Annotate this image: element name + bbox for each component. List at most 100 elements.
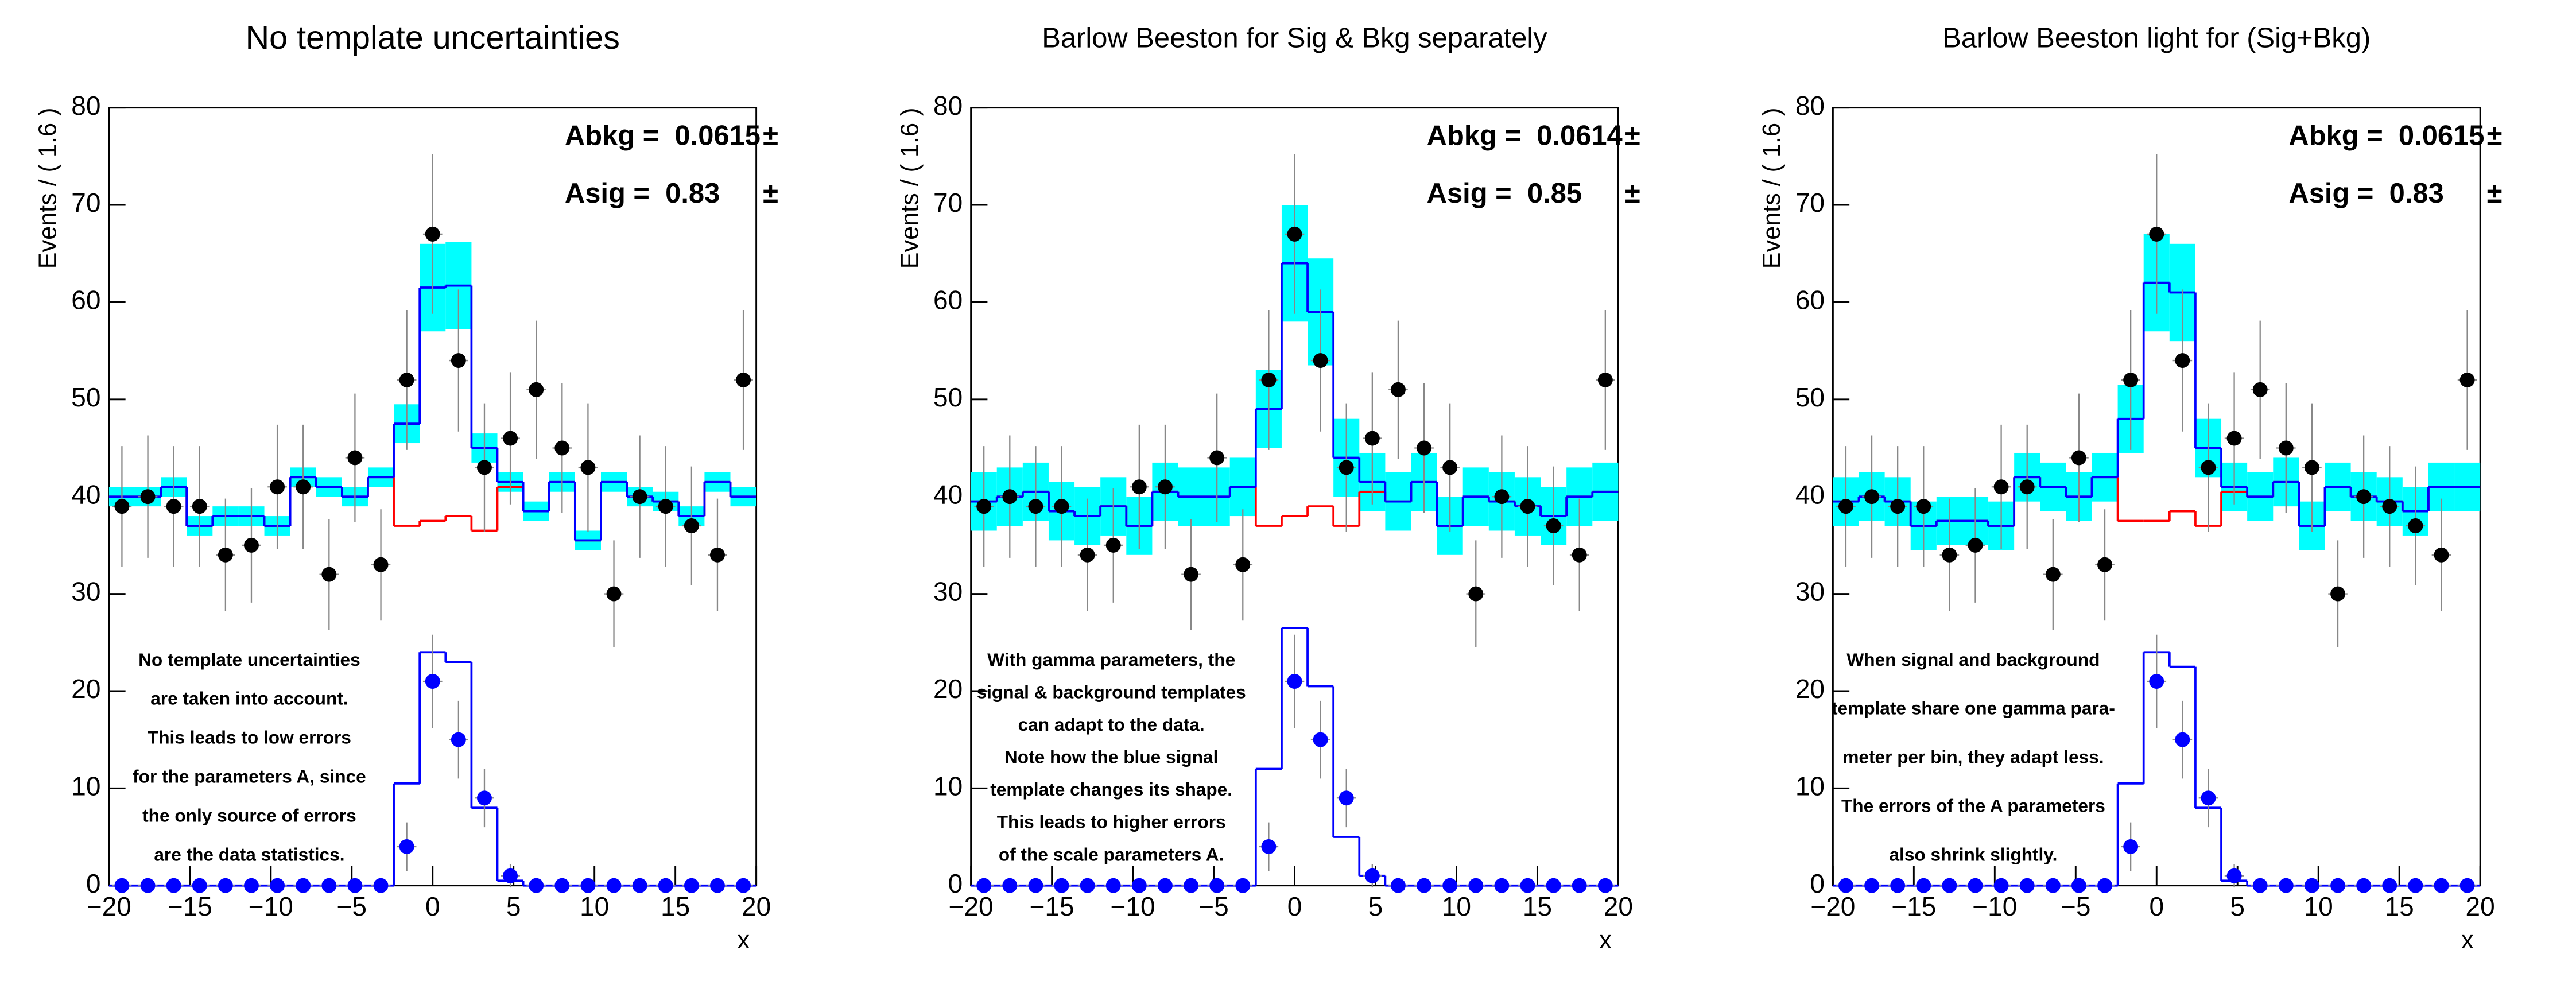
y-tick-label: 20 <box>933 674 963 704</box>
result-label: Abkg = 0.0614 <box>1427 120 1623 151</box>
signal-point <box>192 878 207 893</box>
y-tick-label: 20 <box>1795 674 1825 704</box>
panel: Barlow Beeston light for (Sig+Bkg) Events… <box>1758 23 2526 954</box>
data-point <box>1864 489 1879 505</box>
data-point <box>1054 499 1069 514</box>
y-tick-label: 60 <box>933 285 963 315</box>
signal-point <box>218 878 233 893</box>
signal-point <box>270 878 285 893</box>
chart-title: No template uncertainties <box>246 20 620 56</box>
x-tick-label: 15 <box>2385 891 2414 921</box>
signal-point <box>1002 878 1018 893</box>
signal-point <box>321 878 337 893</box>
data-point <box>2356 489 2372 505</box>
data-point <box>1364 431 1380 446</box>
x-tick-label: 15 <box>1523 891 1552 921</box>
data-point <box>710 547 725 563</box>
signal-point <box>1184 878 1199 893</box>
data-point <box>140 489 156 505</box>
x-tick-label: −20 <box>949 891 994 921</box>
signal-point <box>1546 878 1561 893</box>
data-point <box>2408 518 2423 533</box>
note: meter per bin, they adapt less. <box>1842 747 2104 767</box>
data-point <box>166 499 181 514</box>
signal-point <box>1080 878 1095 893</box>
data-point <box>218 547 233 563</box>
data-point <box>1002 489 1018 505</box>
y-axis-label: Events / ( 1.6 ) <box>34 108 62 269</box>
data-point <box>1209 450 1225 466</box>
signal-point <box>2382 878 2397 893</box>
result-label: Abkg = 0.0615 <box>2288 120 2484 151</box>
signal-point <box>1572 878 1587 893</box>
signal-point <box>2071 878 2086 893</box>
signal-point <box>1968 878 1983 893</box>
data-point <box>1287 226 1302 242</box>
signal-point <box>2304 878 2319 893</box>
x-tick-label: −15 <box>168 891 212 921</box>
signal-point <box>1313 732 1328 747</box>
data-point <box>1520 499 1535 514</box>
y-tick-label: 50 <box>1795 382 1825 412</box>
data-point <box>1184 567 1199 582</box>
signal-point <box>503 868 518 883</box>
signal-point <box>2459 878 2475 893</box>
data-point <box>244 537 259 553</box>
signal-point <box>1494 878 1510 893</box>
data-point <box>976 499 992 514</box>
x-tick-label: 5 <box>506 891 521 921</box>
signal-point <box>632 878 647 893</box>
data-point <box>1391 382 1406 397</box>
signal-point <box>2226 868 2242 883</box>
data-point <box>2382 499 2397 514</box>
data-point <box>2149 226 2164 242</box>
y-tick-label: 50 <box>933 382 963 412</box>
data-point <box>554 440 570 456</box>
signal-point <box>684 878 699 893</box>
signal-point <box>477 790 492 806</box>
result-error: ± 0 <box>1625 120 1664 151</box>
signal-point <box>2175 732 2190 747</box>
data-point <box>114 499 130 514</box>
signal-point <box>2408 878 2423 893</box>
data-point <box>373 557 389 572</box>
x-axis-label: x <box>738 926 750 954</box>
data-point <box>1080 547 1095 563</box>
data-point <box>1890 499 1906 514</box>
data-point <box>1442 460 1458 475</box>
signal-point <box>296 878 311 893</box>
x-tick-label: −5 <box>2061 891 2090 921</box>
y-tick-label: 40 <box>71 479 100 509</box>
note: This leads to low errors <box>148 727 351 748</box>
y-tick-label: 60 <box>71 285 100 315</box>
note: of the scale parameters A. <box>999 844 1224 864</box>
result-error: ± 0 <box>2487 120 2526 151</box>
data-point <box>1838 499 1853 514</box>
x-tick-label: 0 <box>1287 891 1302 921</box>
signal-point <box>114 878 130 893</box>
signal-point <box>2045 878 2061 893</box>
data-point <box>1597 372 1613 387</box>
signal-point <box>2252 878 2268 893</box>
note: for the parameters A, since <box>133 766 366 786</box>
y-tick-label: 30 <box>71 577 100 607</box>
signal-point <box>2278 878 2294 893</box>
signal-point <box>1131 878 1147 893</box>
signal-point <box>425 674 440 689</box>
data-point <box>736 372 751 387</box>
signal-point <box>1993 878 2009 893</box>
note: No template uncertainties <box>138 649 360 670</box>
data-point <box>1916 499 1931 514</box>
data-point <box>2304 460 2319 475</box>
signal-point <box>1364 868 1380 883</box>
x-tick-label: 0 <box>425 891 440 921</box>
data-point <box>1313 353 1328 369</box>
y-tick-label: 40 <box>933 479 963 509</box>
x-tick-label: 20 <box>742 891 771 921</box>
data-point <box>1261 372 1277 387</box>
x-tick-label: 0 <box>2149 891 2164 921</box>
x-axis-label: x <box>2461 926 2474 954</box>
signal-point <box>1339 790 1354 806</box>
